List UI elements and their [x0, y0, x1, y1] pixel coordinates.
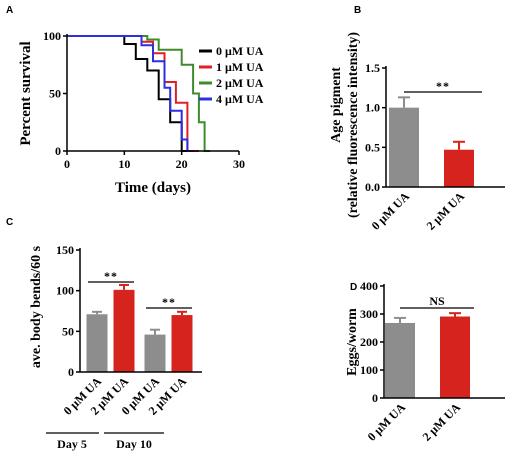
panel-c: C0 μM UA2 μM UA0 μM UA2 μM UA050100150**… — [6, 217, 202, 451]
y-axis-title-line1: Age pigment — [329, 67, 344, 143]
survival-line-1 — [67, 35, 199, 152]
significance-label-0: ** — [104, 269, 118, 283]
category-label-1: 2 μM UA — [424, 189, 468, 233]
bar-0 — [385, 322, 415, 398]
legend-label-1: 1 μM UA — [216, 60, 264, 74]
y-tick-label-2: 200 — [360, 335, 378, 349]
panel-letter-b: B — [354, 5, 361, 16]
y-tick-label-1: 50 — [62, 324, 74, 338]
y-axis-title: ave. body bends/60 s — [29, 245, 44, 368]
bar-1 — [444, 149, 474, 187]
y-tick-label-2: 1.0 — [365, 101, 380, 115]
panel-letter-d: D — [350, 282, 357, 293]
bar-0 — [389, 107, 419, 187]
category-label-0: 0 μM UA — [365, 400, 409, 444]
y-tick-label-1: 100 — [360, 363, 378, 377]
x-tick-label-3: 30 — [233, 157, 245, 171]
category-label-1: 2 μM UA — [420, 400, 464, 444]
legend-label-0: 0 μM UA — [216, 44, 264, 58]
y-tick-label-4: 400 — [360, 279, 378, 293]
legend-label-3: 4 μM UA — [216, 92, 264, 106]
survival-line-3 — [67, 35, 194, 152]
significance-label-1: ** — [162, 295, 176, 309]
bar-0 — [86, 314, 108, 372]
group-label-0: Day 5 — [57, 437, 87, 451]
panel-b: B 0 μM UA 2 μM UA 0.0 0.5 1.0 1.5 ** Age pigment… — [329, 5, 505, 233]
y-tick-label-3: 150 — [56, 243, 74, 257]
y-axis-title: Percent survival — [18, 41, 34, 145]
category-label-0: 0 μM UA — [369, 189, 413, 233]
panel-letter-c: C — [6, 217, 13, 228]
panel-d: D 0 μM UA 2 μM UA 0 100 200 300 400 NS Eggs/worm — [345, 279, 505, 444]
y-axis-title: Eggs/worm — [345, 308, 360, 376]
y-axis-title-line2: (relative fluorescence intensity) — [346, 32, 361, 218]
y-tick-label-1: 0.5 — [365, 140, 380, 154]
panel-a: A 0 50 100 0 10 20 30 Time (days) Percent surviva… — [6, 5, 264, 196]
y-tick-label-2: 100 — [43, 29, 61, 43]
y-tick-label-0: 0 — [372, 391, 378, 405]
legend-label-2: 2 μM UA — [216, 76, 264, 90]
bar-1 — [113, 289, 135, 372]
significance-label: ** — [436, 79, 450, 93]
significance-label: NS — [429, 294, 445, 308]
x-tick-label-0: 0 — [64, 157, 70, 171]
group-label-1: Day 10 — [116, 437, 152, 451]
bar-1 — [440, 316, 470, 398]
survival-line-0 — [67, 35, 194, 152]
y-tick-label-3: 300 — [360, 307, 378, 321]
x-axis-title: Time (days) — [115, 180, 191, 196]
survival-line-2 — [67, 35, 211, 152]
x-tick-label-1: 10 — [118, 157, 130, 171]
bar-3 — [171, 315, 193, 372]
x-tick-label-2: 20 — [176, 157, 188, 171]
y-tick-label-0: 0.0 — [365, 180, 380, 194]
bar-2 — [144, 334, 166, 372]
panel-letter-a: A — [6, 5, 13, 16]
y-tick-label-2: 100 — [56, 284, 74, 298]
y-tick-label-0: 0 — [68, 365, 74, 379]
y-tick-label-0: 0 — [55, 144, 61, 158]
y-tick-label-1: 50 — [49, 87, 61, 101]
y-tick-label-3: 1.5 — [365, 61, 380, 75]
